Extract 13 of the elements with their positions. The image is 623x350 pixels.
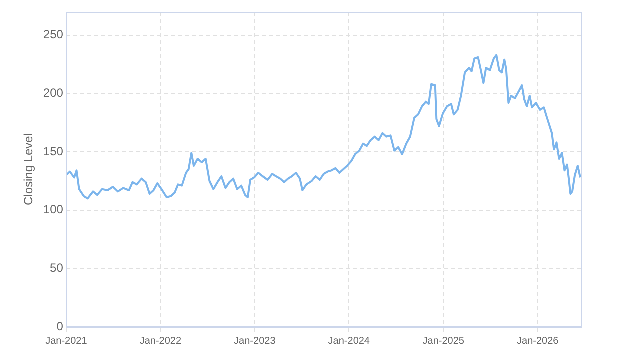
- y-tick-label: 0: [56, 319, 64, 334]
- x-tick-label: Jan-2023: [234, 336, 276, 347]
- y-tick-label: 200: [43, 86, 64, 100]
- y-tick-label: 100: [43, 202, 64, 217]
- x-tick-label: Jan-2024: [328, 336, 370, 347]
- y-axis-title: Closing Level: [22, 133, 36, 206]
- x-tick-label: Jan-2025: [422, 336, 465, 347]
- x-tick-label: Jan-2022: [140, 336, 182, 347]
- x-tick-label: Jan-2026: [517, 336, 560, 347]
- y-tick-label: 250: [43, 28, 64, 42]
- y-tick-label: 150: [43, 144, 64, 158]
- x-tick-label: Jan-2021: [46, 336, 88, 347]
- y-tick-label: 50: [50, 260, 64, 275]
